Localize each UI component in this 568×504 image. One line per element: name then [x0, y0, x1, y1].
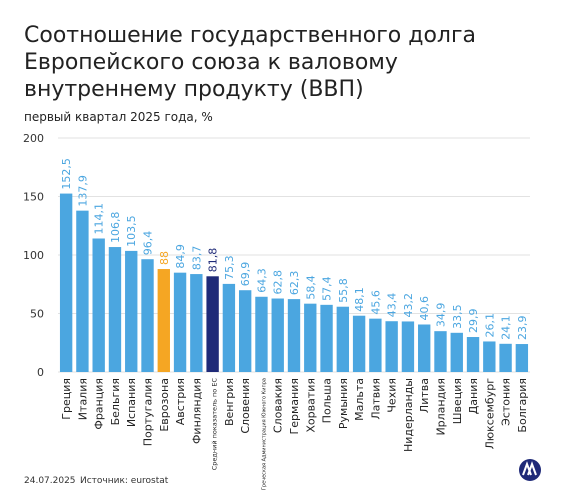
bar: [401, 321, 415, 372]
value-label: 26,1: [483, 313, 496, 337]
value-label: 62,8: [272, 270, 285, 295]
value-label: 114,1: [93, 203, 106, 235]
bar: [125, 250, 138, 372]
x-tick-label: Чехия: [386, 378, 399, 413]
value-label: 48,1: [353, 287, 366, 312]
x-tick-label: Мальта: [353, 378, 366, 421]
bar: [206, 276, 219, 372]
value-label: 43,4: [386, 293, 399, 318]
x-tick-label: Польша: [321, 378, 334, 423]
value-label: 96,4: [142, 231, 155, 256]
x-tick-label: Еврозона: [158, 378, 171, 432]
x-tick-label: Венгрия: [223, 378, 236, 426]
bar: [320, 304, 333, 372]
bar: [271, 298, 284, 372]
bar: [141, 259, 154, 372]
value-label: 43,2: [402, 293, 415, 318]
x-tick-label: Нидерланды: [402, 378, 415, 452]
x-tick-label: Дания: [467, 378, 480, 414]
value-label: 57,4: [321, 276, 334, 301]
y-tick-label: 150: [23, 191, 44, 204]
bar: [352, 315, 366, 372]
x-tick-label: Румыния: [337, 378, 350, 429]
bar: [190, 274, 203, 372]
x-tick-label: Португалия: [142, 378, 155, 446]
value-label: 152,5: [60, 158, 73, 190]
value-label: 24,1: [500, 315, 513, 339]
value-label: 58,4: [304, 275, 317, 300]
y-tick-label: 0: [37, 366, 44, 379]
bar: [157, 269, 170, 372]
x-tick-label: Бельгия: [109, 378, 122, 425]
chart-subtitle: первый квартал 2025 года, %: [24, 110, 213, 124]
x-tick-label: Эстония: [500, 378, 513, 426]
value-label: 106,8: [109, 212, 122, 244]
bar: [369, 318, 382, 372]
x-tick-label: Ирландия: [434, 378, 447, 436]
y-tick-label: 200: [23, 132, 44, 145]
value-label: 45,6: [369, 290, 382, 315]
value-label: 55,8: [337, 278, 350, 303]
bar: [418, 324, 431, 372]
x-tick-label: Австрия: [174, 378, 187, 425]
bar: [59, 193, 73, 372]
value-label: 81,8: [207, 248, 220, 273]
value-label: 84,9: [174, 244, 187, 269]
x-tick-label: Хорватия: [304, 378, 317, 433]
bar: [499, 343, 512, 372]
y-tick-label: 100: [23, 249, 44, 262]
x-tick-label: Люксембург: [483, 378, 496, 450]
bar: [287, 299, 301, 372]
bar: [385, 321, 398, 372]
x-tick-label: Швеция: [451, 378, 464, 424]
bar: [304, 303, 317, 372]
value-label: 33,5: [451, 304, 464, 329]
bar: [483, 341, 496, 372]
bar: [450, 332, 463, 372]
x-tick-label: Средний показатель по ЕС: [211, 378, 219, 471]
value-label: 40,6: [418, 296, 431, 321]
x-tick-label: Греция: [60, 378, 73, 420]
bar: [76, 210, 89, 372]
value-label: 34,9: [434, 303, 447, 328]
bar: [238, 290, 252, 372]
date: 24.07.2025: [24, 476, 76, 486]
logo: [519, 459, 541, 481]
value-label: 75,3: [223, 255, 236, 280]
bar: [515, 344, 529, 372]
value-label: 69,9: [239, 262, 252, 287]
x-tick-label: Франция: [93, 378, 106, 430]
source: Источник: eurostat: [80, 476, 169, 486]
x-tick-label: Словакия: [272, 378, 285, 433]
value-label: 103,5: [125, 215, 138, 247]
x-tick-label: Греческая Администрация Южного Кипра: [261, 378, 267, 490]
bar: [434, 331, 447, 372]
value-label: 23,9: [516, 316, 529, 341]
x-tick-label: Италия: [76, 378, 89, 420]
bar: [466, 337, 480, 372]
value-label: 64,3: [255, 268, 268, 293]
bar: [92, 238, 105, 372]
x-tick-label: Испания: [125, 378, 138, 427]
value-label: 62,3: [288, 271, 301, 296]
bar: [108, 247, 122, 372]
bar: [222, 283, 236, 372]
x-tick-label: Литва: [418, 378, 431, 413]
value-label: 88: [158, 251, 171, 265]
value-label: 29,9: [467, 309, 480, 334]
x-tick-label: Болгария: [516, 378, 529, 433]
x-tick-label: Германия: [288, 378, 301, 434]
x-tick-label: Словения: [239, 378, 252, 434]
x-tick-label: Финляндия: [190, 378, 203, 444]
bar: [255, 296, 268, 372]
y-tick-label: 50: [30, 308, 44, 321]
bar: [173, 272, 187, 372]
chart-title: Соотношение государственного долга Европ…: [24, 23, 477, 102]
value-label: 137,9: [76, 175, 89, 207]
value-label: 83,7: [190, 246, 203, 271]
x-tick-label: Латвия: [369, 378, 382, 420]
bar: [336, 306, 350, 372]
